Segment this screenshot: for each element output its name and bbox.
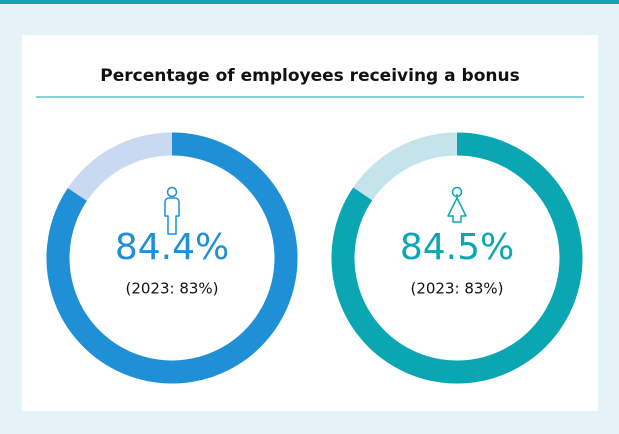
icon-body xyxy=(164,197,180,235)
donut-segment xyxy=(331,132,583,384)
annotation: (2023: 83%) xyxy=(125,280,218,298)
icon-head xyxy=(166,186,178,198)
icon-body xyxy=(447,194,467,223)
value-label: 84.4% xyxy=(115,227,229,268)
top-border xyxy=(0,0,619,4)
annotation: (2023: 83%) xyxy=(410,280,503,298)
value-label: 84.5% xyxy=(400,227,514,268)
donut-segment xyxy=(46,132,298,384)
chart-title: Percentage of employees receiving a bonu… xyxy=(100,66,519,86)
